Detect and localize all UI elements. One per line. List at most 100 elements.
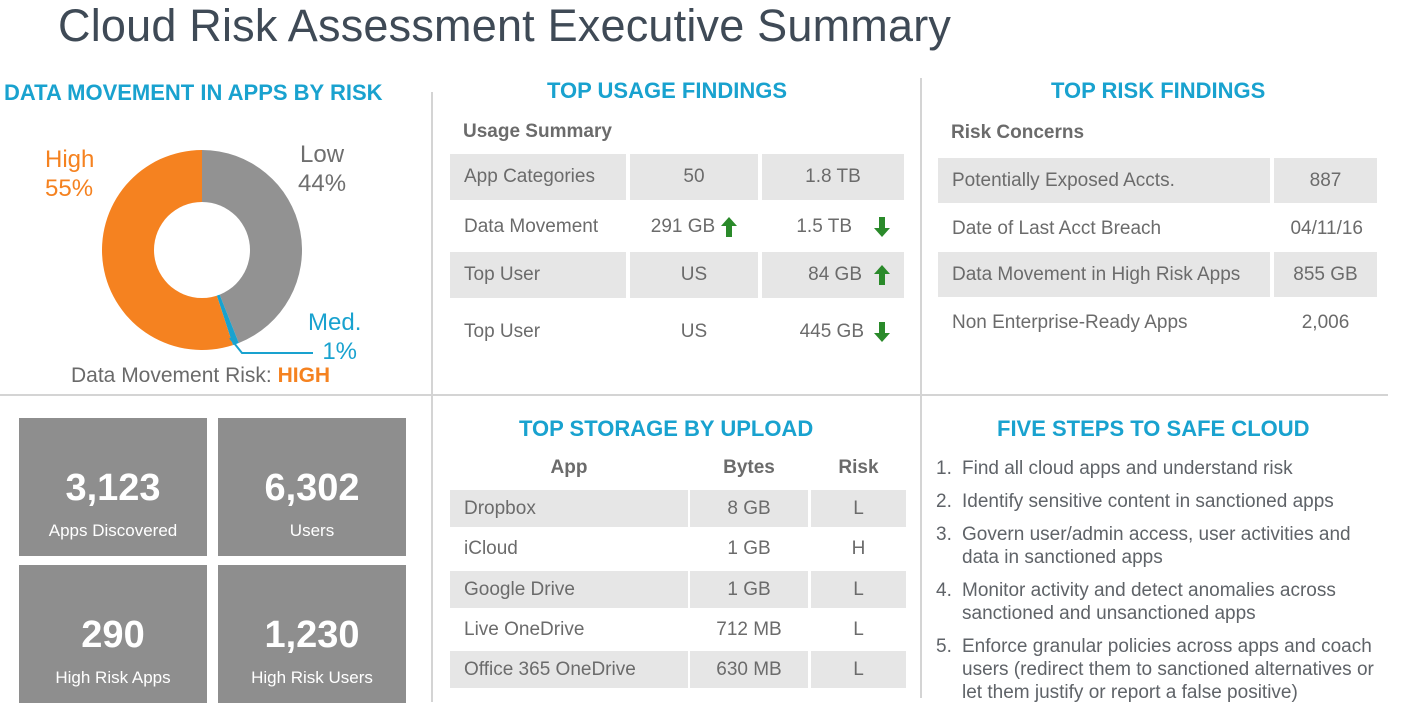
divider-horizontal bbox=[0, 394, 1388, 396]
tile-number: 1,230 bbox=[264, 614, 360, 656]
arrow-down-icon bbox=[874, 217, 890, 237]
usage-row-v2: 84 GB bbox=[762, 252, 904, 298]
step-line: Identify sensitive content in sanctioned… bbox=[962, 491, 1334, 512]
usage-title: TOP USAGE FINDINGS bbox=[547, 78, 788, 103]
risk-row-label: Potentially Exposed Accts. bbox=[938, 158, 1270, 203]
step-item: 3. Govern user/admin access, user activi… bbox=[936, 523, 1401, 569]
step-item: 1. Find all cloud apps and understand ri… bbox=[936, 457, 1401, 480]
med-pct-text: 1% bbox=[322, 338, 358, 365]
low-label-text: Low bbox=[300, 141, 345, 168]
usage-subtitle: Usage Summary bbox=[463, 121, 612, 142]
storage-row-app: iCloud bbox=[464, 537, 518, 559]
usage-row-label: Data Movement bbox=[464, 216, 599, 237]
step-line: let them justify or report a false posit… bbox=[962, 682, 1298, 703]
step-number: 5. bbox=[936, 636, 952, 657]
risk-subtitle: Risk Concerns bbox=[951, 122, 1085, 143]
usage-row-v1: 291 GB bbox=[630, 204, 758, 250]
tile-number: 6,302 bbox=[264, 467, 360, 509]
steps-list: 1. Find all cloud apps and understand ri… bbox=[936, 457, 1401, 714]
step-number: 2. bbox=[936, 491, 952, 512]
step-line: users (redirect them to sanctioned alter… bbox=[962, 659, 1374, 680]
step-item: 4. Monitor activity and detect anomalies… bbox=[936, 579, 1401, 625]
arrow-down-icon bbox=[874, 322, 890, 342]
data-movement-risk: Data Movement Risk: HIGH bbox=[71, 364, 330, 388]
storage-row-bytes: 1 GB bbox=[690, 571, 808, 608]
page-title: Cloud Risk Assessment Executive Summary bbox=[58, 0, 952, 51]
risk-row-label: Date of Last Acct Breach bbox=[952, 217, 1162, 239]
high-label-text: High bbox=[45, 146, 95, 173]
risk-row-value: 04/11/16 bbox=[1290, 217, 1363, 239]
divider-vertical-1 bbox=[431, 92, 433, 702]
divider-vertical-2 bbox=[920, 78, 922, 698]
step-item: 5. Enforce granular policies across apps… bbox=[936, 635, 1401, 704]
usage-row-v1-text: 50 bbox=[683, 166, 705, 187]
storage-row-app: Dropbox bbox=[450, 490, 688, 527]
storage-row-risk: H bbox=[851, 537, 866, 559]
risk-row-value: 887 bbox=[1274, 158, 1377, 203]
tile-users: 6,302 Users bbox=[218, 418, 406, 556]
storage-row-risk: L bbox=[853, 618, 864, 640]
step-line: Find all cloud apps and understand risk bbox=[962, 458, 1293, 479]
usage-row-label: Top User bbox=[464, 321, 541, 342]
storage-col-risk: Risk bbox=[838, 457, 879, 478]
usage-row-v2-text: 1.5 TB bbox=[796, 216, 852, 237]
risk-title: TOP RISK FINDINGS bbox=[1051, 78, 1266, 103]
step-line: Govern user/admin access, user activitie… bbox=[962, 524, 1351, 545]
usage-row-v2: 1.5 TB bbox=[762, 204, 904, 250]
tile-label: Users bbox=[289, 521, 335, 540]
step-line: data in sanctioned apps bbox=[962, 547, 1163, 568]
donut-chart bbox=[102, 150, 313, 354]
risk-row-label: Non Enterprise-Ready Apps bbox=[952, 311, 1188, 333]
low-label: Low 44% bbox=[298, 140, 346, 198]
storage-title: TOP STORAGE BY UPLOAD bbox=[519, 416, 814, 441]
low-pct-text: 44% bbox=[298, 170, 347, 197]
data-movement-risk-label: Data Movement Risk: bbox=[71, 364, 272, 387]
high-pct-text: 55% bbox=[45, 175, 94, 202]
step-line: sanctioned and unsanctioned apps bbox=[962, 603, 1256, 624]
tile-label: High Risk Apps bbox=[55, 668, 171, 687]
usage-row-v2-text: 1.8 TB bbox=[805, 166, 861, 187]
usage-row-v2-text: 84 GB bbox=[808, 264, 862, 285]
risk-row-value: 2,006 bbox=[1301, 311, 1350, 333]
data-movement-title: DATA MOVEMENT IN APPS BY RISK bbox=[4, 80, 383, 105]
usage-row-v2: 445 GB bbox=[762, 309, 904, 355]
risk-row-label: Data Movement in High Risk Apps bbox=[938, 252, 1270, 297]
usage-row-v2: 1.8 TB bbox=[762, 154, 904, 200]
storage-col-bytes: Bytes bbox=[723, 457, 775, 478]
tile-apps-discovered: 3,123 Apps Discovered bbox=[19, 418, 207, 556]
tile-high-risk-users: 1,230 High Risk Users bbox=[218, 565, 406, 703]
usage-row-v1-text: US bbox=[680, 264, 708, 285]
tile-label: Apps Discovered bbox=[48, 521, 178, 540]
tile-number: 290 bbox=[81, 614, 145, 656]
storage-row-risk: L bbox=[811, 490, 906, 527]
step-number: 4. bbox=[936, 580, 952, 601]
usage-row-label: Top User bbox=[450, 252, 626, 298]
step-number: 1. bbox=[936, 458, 952, 479]
step-line: Monitor activity and detect anomalies ac… bbox=[962, 580, 1336, 601]
risk-row-value: 855 GB bbox=[1274, 252, 1377, 297]
usage-row-v1: 50 bbox=[630, 154, 758, 200]
med-label: Med. 1% bbox=[308, 308, 361, 366]
step-line: Enforce granular policies across apps an… bbox=[962, 636, 1372, 657]
high-label: High 55% bbox=[45, 145, 94, 203]
storage-row-app: Google Drive bbox=[450, 571, 688, 608]
storage-row-bytes: 630 MB bbox=[690, 651, 808, 688]
storage-row-bytes: 712 MB bbox=[716, 618, 782, 640]
usage-row-label: App Categories bbox=[450, 154, 626, 200]
donut-hole bbox=[154, 202, 250, 298]
storage-row-bytes: 8 GB bbox=[690, 490, 808, 527]
step-item: 2. Identify sensitive content in sanctio… bbox=[936, 490, 1401, 513]
tile-high-risk-apps: 290 High Risk Apps bbox=[19, 565, 207, 703]
usage-row-v1: US bbox=[630, 309, 758, 355]
storage-row-risk: L bbox=[811, 651, 906, 688]
storage-row-app: Live OneDrive bbox=[464, 618, 585, 640]
arrow-up-icon bbox=[721, 217, 738, 237]
usage-row-v1-text: 291 GB bbox=[650, 216, 716, 237]
storage-row-risk: L bbox=[811, 571, 906, 608]
tile-number: 3,123 bbox=[65, 467, 161, 509]
tile-label: High Risk Users bbox=[251, 668, 373, 687]
data-movement-risk-value: HIGH bbox=[277, 364, 331, 387]
arrow-up-icon bbox=[874, 265, 890, 285]
usage-row-v1-text: US bbox=[680, 321, 708, 342]
storage-col-app: App bbox=[550, 457, 588, 478]
